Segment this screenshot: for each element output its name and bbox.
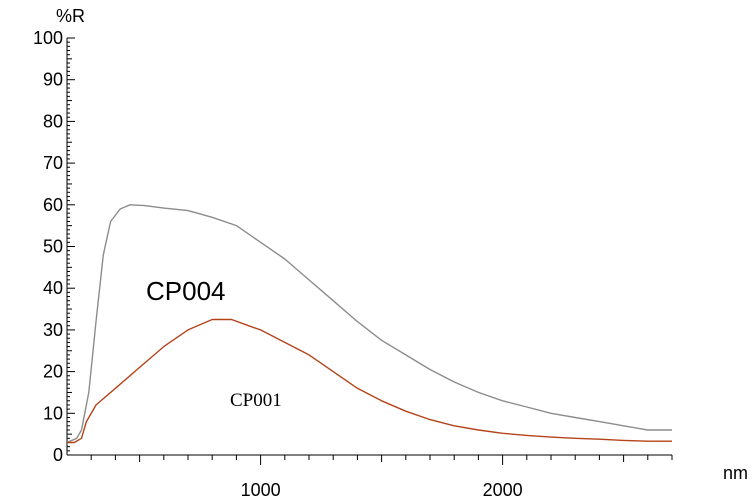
y-tick-label: 70 xyxy=(43,153,63,173)
y-axis-title: %R xyxy=(56,6,85,26)
x-ticks: 1000 2000 xyxy=(90,455,673,499)
y-tick-label: 10 xyxy=(43,403,63,423)
x-tick-label: 1000 xyxy=(241,480,281,499)
y-tick-label: 0 xyxy=(53,445,63,465)
y-tick-label: 50 xyxy=(43,237,63,257)
y-tick-label: 90 xyxy=(43,70,63,90)
y-tick-label: 20 xyxy=(43,362,63,382)
annotation-cp004: CP004 xyxy=(146,276,226,306)
y-tick-label: 30 xyxy=(43,320,63,340)
series-line-cp004 xyxy=(66,204,672,444)
x-axis-title: nm xyxy=(723,463,748,483)
annotation-cp001: CP001 xyxy=(230,390,282,411)
y-tick-label: 40 xyxy=(43,278,63,298)
y-tick-label: 100 xyxy=(33,28,63,48)
y-ticks: 0 10 20 30 40 50 60 70 80 90 100 xyxy=(33,28,75,465)
y-tick-label: 60 xyxy=(43,195,63,215)
series-layer xyxy=(66,204,672,444)
axes xyxy=(66,38,672,456)
y-tick-label: 80 xyxy=(43,111,63,131)
x-tick-label: 2000 xyxy=(483,480,523,499)
series-line-cp001 xyxy=(67,318,672,444)
